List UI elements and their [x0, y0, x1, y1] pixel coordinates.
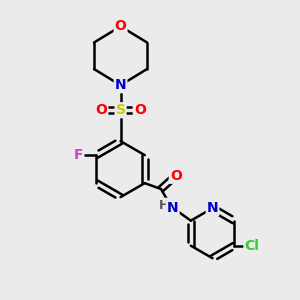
Text: F: F — [74, 148, 83, 162]
Text: N: N — [167, 201, 178, 215]
Text: Cl: Cl — [244, 239, 259, 253]
Text: H: H — [159, 199, 169, 212]
Text: O: O — [95, 103, 107, 117]
Text: O: O — [170, 169, 182, 183]
Text: N: N — [115, 78, 126, 92]
Text: O: O — [134, 103, 146, 117]
Text: S: S — [116, 103, 126, 117]
Text: N: N — [207, 201, 218, 215]
Text: O: O — [115, 19, 127, 33]
